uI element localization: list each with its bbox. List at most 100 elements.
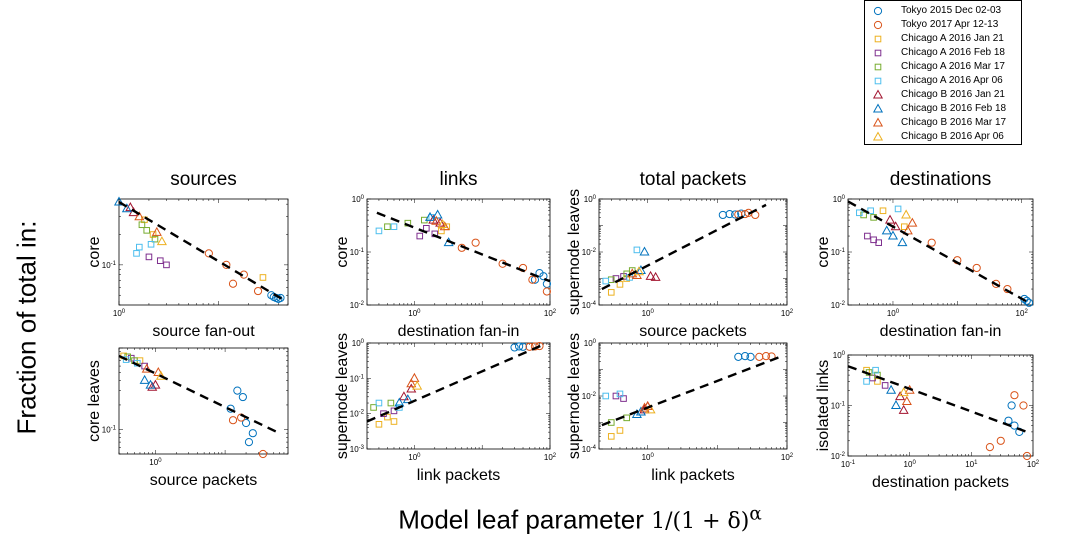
- data-point: [901, 209, 912, 219]
- data-point: [435, 217, 446, 227]
- y-tick-label: 10-2: [350, 301, 365, 310]
- data-point: [894, 205, 902, 213]
- legend-entry: Chicago A 2016 Jan 21: [865, 32, 1021, 45]
- legend-label: Tokyo 2015 Dec 02-03: [901, 5, 1002, 16]
- data-point: [863, 378, 870, 385]
- legend-marker: [873, 20, 883, 30]
- y-tick-label: 10-1: [102, 261, 117, 270]
- data-point: [616, 390, 624, 398]
- data-point: [228, 279, 238, 288]
- data-point: [616, 427, 624, 434]
- legend-label: Chicago A 2016 Jan 21: [901, 33, 1004, 44]
- y-tick-label: 100: [584, 339, 597, 348]
- data-point: [1019, 401, 1028, 410]
- data-point: [384, 223, 391, 231]
- legend-entry: Tokyo 2015 Dec 02-03: [865, 4, 1021, 17]
- x-tick-label: 102: [1027, 460, 1040, 469]
- y-axis-label: core: [86, 236, 103, 267]
- data-point: [898, 387, 909, 397]
- y-axis-label: core: [815, 236, 832, 267]
- data-point: [746, 352, 755, 361]
- square-marker-icon: [874, 49, 882, 57]
- y-tick-label: 10-4: [582, 301, 597, 310]
- minor-ticks: [598, 198, 788, 306]
- figure-xlabel-math: 1/(1 + δ)α: [651, 504, 762, 535]
- subplot-1: 100 10-1 sources source fan-out core: [86, 169, 289, 340]
- minor-ticks: [847, 198, 1033, 306]
- legend-label: Tokyo 2017 Apr 12-13: [901, 19, 999, 30]
- data-point: [258, 449, 268, 459]
- triangle-marker-icon: [872, 131, 884, 141]
- y-tick-label: 10-2: [350, 410, 365, 419]
- data-point: [650, 271, 661, 281]
- data-point: [248, 429, 257, 438]
- data-point: [136, 243, 143, 251]
- legend-marker: [872, 103, 884, 113]
- triangle-marker-icon: [872, 103, 884, 113]
- x-axis-label: destination packets: [872, 474, 1009, 491]
- data-point: [731, 210, 740, 219]
- data-point: [156, 257, 164, 264]
- data-point: [375, 227, 383, 235]
- data-point: [145, 379, 156, 389]
- legend-label: Chicago A 2016 Feb 18: [901, 47, 1005, 58]
- data-point: [1022, 451, 1032, 461]
- data-point: [985, 443, 994, 452]
- legend-marker: [874, 49, 882, 57]
- data-point: [412, 380, 423, 390]
- data-point: [607, 289, 615, 296]
- data-point: [134, 211, 145, 221]
- x-tick-label: 100: [904, 460, 917, 469]
- data-point: [740, 352, 750, 361]
- data-point: [639, 246, 650, 256]
- legend-label: Chicago B 2016 Feb 18: [901, 103, 1007, 114]
- data-point: [428, 214, 439, 224]
- data-point: [635, 264, 646, 275]
- data-point: [432, 209, 443, 219]
- data-point: [387, 399, 395, 407]
- legend-entry: Chicago A 2016 Apr 06: [865, 74, 1021, 87]
- x-tick-label: 100: [113, 309, 126, 318]
- data-point: [633, 246, 641, 254]
- triangle-marker-icon: [872, 89, 884, 99]
- data-point: [409, 372, 420, 382]
- data-point: [406, 378, 417, 388]
- x-axis-label: destination fan-in: [398, 323, 520, 340]
- fit-line: [847, 200, 1030, 304]
- legend-entry: Tokyo 2017 Apr 12-13: [865, 18, 1021, 31]
- figure-ylabel: Fraction of total in:: [11, 220, 42, 435]
- x-axis-label: source packets: [150, 472, 258, 489]
- data-point: [390, 407, 398, 415]
- data-point: [122, 356, 130, 363]
- y-tick-label: 10-2: [831, 301, 846, 310]
- data-point: [143, 227, 151, 234]
- axes-frame: [366, 342, 551, 450]
- x-tick-label: 102: [781, 453, 794, 462]
- data-point: [139, 374, 150, 384]
- data-point: [228, 416, 238, 425]
- x-tick-label: 102: [544, 453, 557, 462]
- data-point: [398, 391, 409, 401]
- y-tick-label: 10-1: [350, 374, 365, 383]
- data-point: [867, 207, 874, 215]
- data-point: [439, 221, 450, 231]
- data-point: [602, 277, 610, 285]
- x-tick-label: 102: [781, 309, 794, 318]
- legend-marker: [873, 6, 883, 16]
- legend-marker: [874, 63, 882, 71]
- legend-marker: [872, 131, 884, 141]
- data-point: [887, 230, 899, 240]
- y-tick-label: 10-3: [350, 445, 365, 454]
- data-point: [150, 379, 161, 389]
- fit-line: [847, 365, 1028, 434]
- legend-label: Chicago A 2016 Mar 17: [901, 61, 1005, 72]
- legend-label: Chicago A 2016 Apr 06: [901, 75, 1003, 86]
- data-point: [907, 217, 918, 227]
- data-point: [884, 214, 896, 224]
- data-point: [616, 281, 624, 288]
- x-tick-label: 100: [642, 309, 655, 318]
- data-point: [620, 395, 627, 402]
- subplot-7: 100 102 10-4 10-2 100 link packets supernode l…: [566, 333, 794, 484]
